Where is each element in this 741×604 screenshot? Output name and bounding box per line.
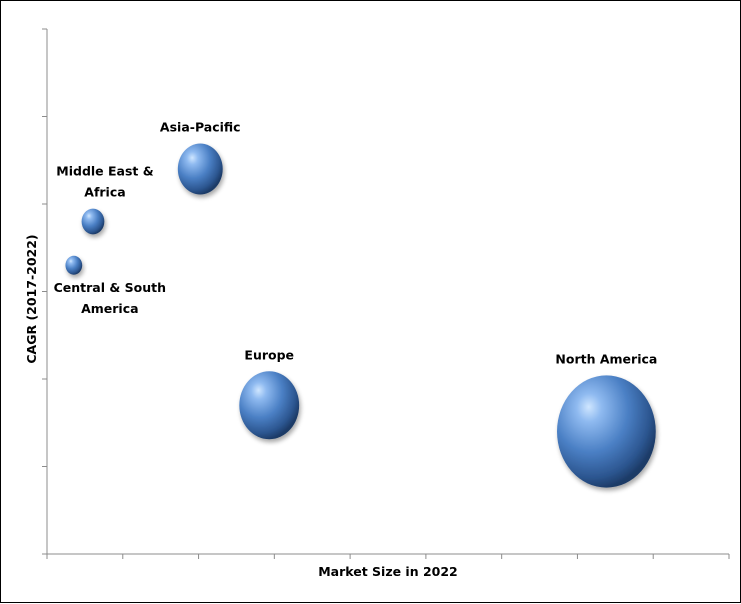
bubble-label: North America (555, 351, 657, 366)
bubble-label-line: North America (555, 351, 657, 366)
bubble-label-line: Middle East & (56, 164, 153, 179)
axes (42, 28, 730, 559)
bubble-middle-east-africa (81, 208, 105, 235)
x-axis-label: Market Size in 2022 (318, 564, 458, 579)
bubble-north-america (557, 375, 656, 488)
bubble-europe (239, 371, 300, 440)
bubbles (65, 143, 656, 488)
bubble-label: Asia-Pacific (160, 120, 241, 135)
bubble-labels: Asia-Pacific Middle East & Africa Central &… (54, 120, 658, 367)
bubble-label-line: America (81, 301, 138, 316)
bubble-label-line: Africa (84, 185, 125, 200)
bubble-label-line: Central & South (54, 280, 166, 295)
bubble-label-line: Europe (244, 347, 294, 362)
bubble-central-south-america (65, 255, 83, 275)
y-ticks (42, 28, 47, 555)
x-ticks (46, 554, 730, 559)
bubble-label: Middle East & Africa (56, 164, 153, 200)
bubble-asia-pacific (177, 143, 223, 195)
bubble-label-line: Asia-Pacific (160, 120, 241, 135)
bubble-label: Europe (244, 347, 294, 362)
y-axis-label: CAGR (2017-2022) (24, 234, 39, 363)
bubble-label: Central & South America (54, 280, 166, 316)
